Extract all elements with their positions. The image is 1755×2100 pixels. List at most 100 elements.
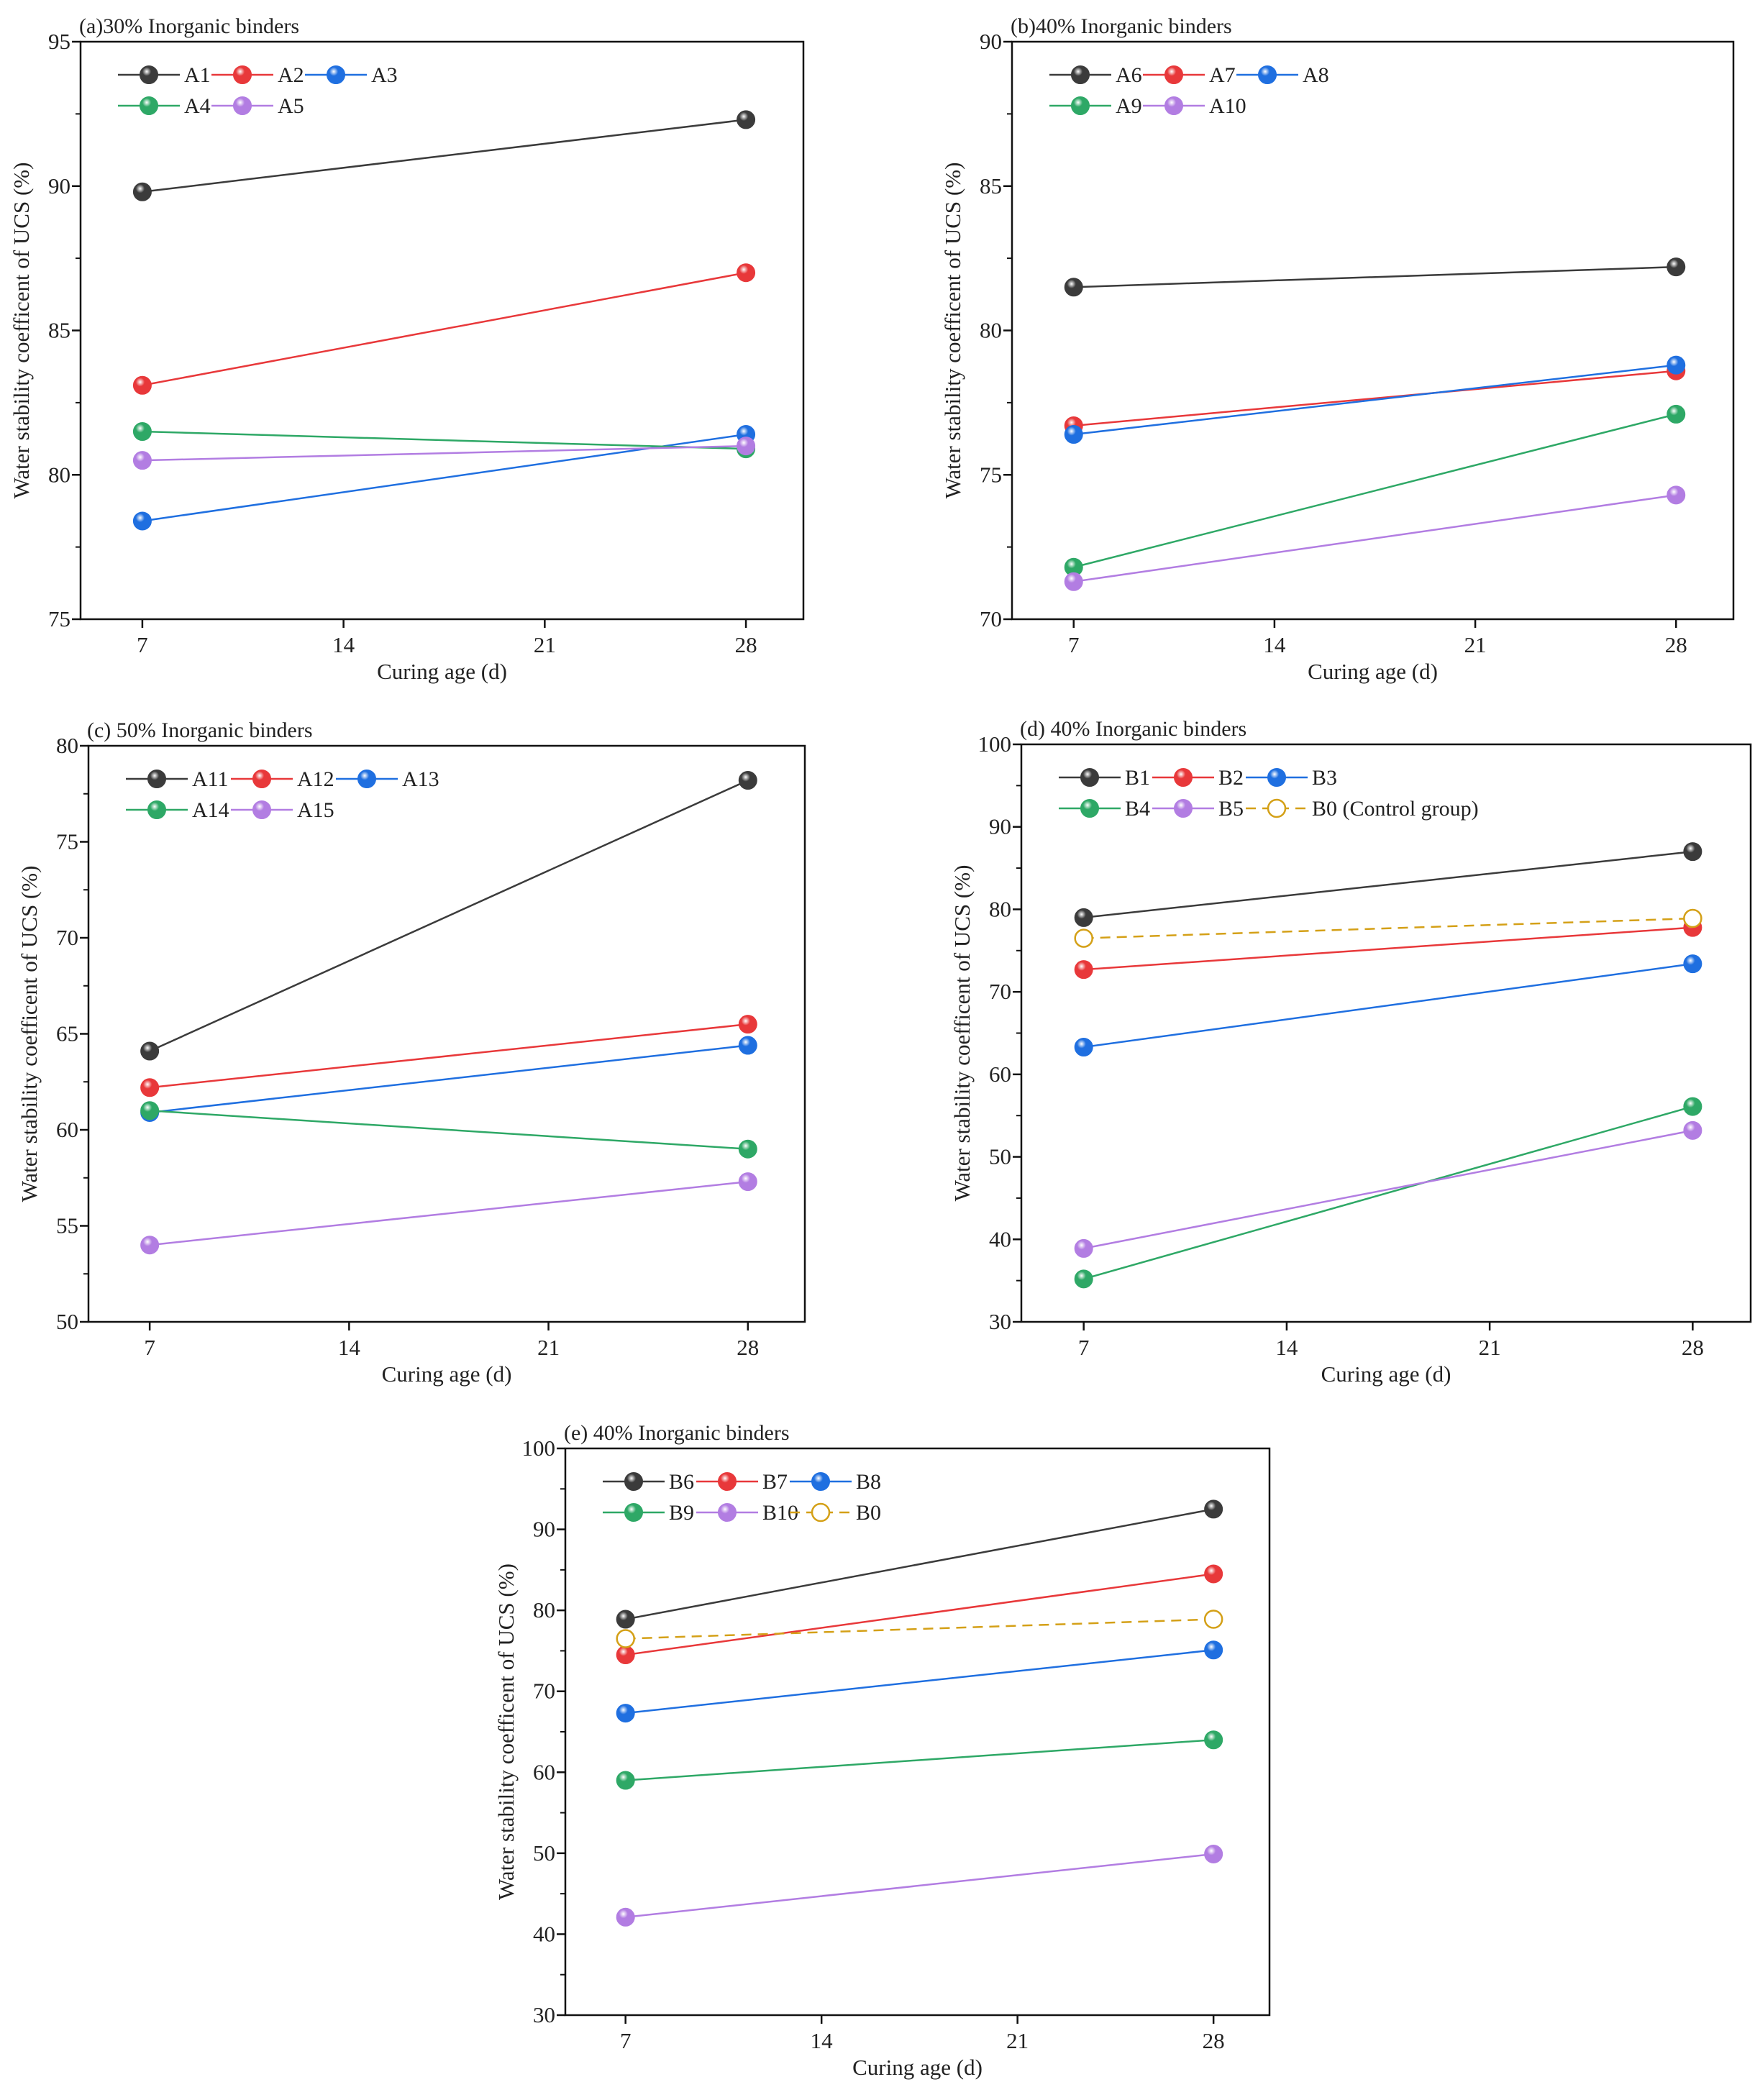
data-point <box>132 422 152 442</box>
x-tick-label: 21 <box>537 1335 560 1360</box>
x-tick-label: 14 <box>338 1335 361 1360</box>
legend: A1 A2 A3 A4 A5 <box>118 63 398 118</box>
series-b0 <box>616 1610 1223 1648</box>
series-line <box>625 1618 1214 1640</box>
x-axis-label: Curing age (d) <box>852 2055 983 2080</box>
y-tick-label: 90 <box>48 173 70 198</box>
series-line <box>149 779 749 1052</box>
legend-marker <box>811 1502 831 1522</box>
y-tick-label: 100 <box>978 731 1012 757</box>
legend-item: B4 <box>1059 797 1150 821</box>
panel-e: (e) 40% Inorganic binders 30 40 50 60 70 80 90 1… <box>493 1421 1271 2080</box>
y-tick-label: 80 <box>989 896 1011 921</box>
data-point <box>140 1101 160 1120</box>
legend-marker <box>624 1472 643 1491</box>
data-point <box>738 1139 757 1159</box>
x-tick-label: 21 <box>534 632 556 657</box>
y-tick-label: 30 <box>989 1309 1011 1334</box>
panel-title: (c) 50% Inorganic binders <box>87 718 313 742</box>
legend-label: B5 <box>1218 797 1244 821</box>
y-tick-label: 80 <box>56 733 78 758</box>
data-point <box>140 1041 160 1061</box>
data-point <box>1667 404 1686 424</box>
data-point <box>1683 954 1702 974</box>
series-line <box>1083 926 1693 971</box>
data-point <box>738 1015 757 1034</box>
legend-marker <box>327 65 345 84</box>
data-point <box>140 1236 160 1255</box>
series-line <box>150 1110 748 1150</box>
x-tick-label: 14 <box>811 2028 834 2053</box>
series-a10 <box>1064 485 1686 591</box>
legend-marker <box>1071 96 1090 115</box>
data-point <box>1667 257 1686 277</box>
y-tick-label: 50 <box>56 1309 78 1334</box>
data-point <box>1074 1269 1093 1289</box>
legend-label: B4 <box>1125 797 1150 821</box>
y-tick-label: 60 <box>989 1062 1011 1087</box>
y-axis-label: Water stability coefficent of UCS (%) <box>9 163 34 499</box>
series-line <box>1073 370 1677 427</box>
series-b8 <box>616 1640 1223 1723</box>
series-line <box>625 1508 1214 1620</box>
legend-item: A3 <box>305 63 398 87</box>
y-axis-label: Water stability coefficent of UCS (%) <box>17 866 42 1202</box>
data-point <box>1203 1610 1223 1629</box>
series-b5 <box>1074 1120 1702 1258</box>
legend-label: B3 <box>1312 766 1337 790</box>
legend-marker <box>252 800 271 819</box>
legend-item: A5 <box>211 94 304 118</box>
legend: B1 B2 B3 B4 B5 B0 (Control group) <box>1059 766 1479 821</box>
y-tick-label: 60 <box>533 1759 555 1784</box>
legend-label: B1 <box>1125 766 1150 790</box>
legend-item: A4 <box>118 94 211 118</box>
series-line <box>625 1739 1214 1781</box>
legend-item: B8 <box>790 1470 881 1494</box>
series-line <box>1083 850 1693 919</box>
legend-marker <box>252 770 271 788</box>
y-axis-label: Water stability coefficent of UCS (%) <box>493 1563 519 1900</box>
series-b3 <box>1074 954 1702 1057</box>
legend-label: A1 <box>184 63 211 87</box>
legend: A11 A12 A13 A14 A15 <box>126 767 439 822</box>
y-axis-label: Water stability coefficent of UCS (%) <box>940 163 965 499</box>
plot-frame <box>87 744 806 1323</box>
y-tick-label: 55 <box>56 1213 78 1238</box>
legend-label: A15 <box>297 798 334 822</box>
legend-marker <box>140 96 158 115</box>
series-b6 <box>616 1499 1223 1629</box>
series-a9 <box>1064 404 1686 577</box>
legend-label: A4 <box>184 94 211 118</box>
y-tick-label: 85 <box>980 173 1002 198</box>
y-tick-label: 80 <box>48 462 70 487</box>
legend-item: A10 <box>1143 94 1246 118</box>
series-line <box>1073 494 1677 583</box>
legend-label: A10 <box>1209 94 1246 118</box>
data-point <box>616 1610 635 1629</box>
plot-frame <box>79 40 805 621</box>
legend-marker <box>147 770 166 788</box>
data-point <box>616 1907 635 1927</box>
legend-label: B8 <box>856 1470 881 1494</box>
legend-item: A7 <box>1143 63 1236 87</box>
series-line <box>625 1853 1214 1919</box>
y-tick-label: 70 <box>533 1679 555 1704</box>
legend-label: B6 <box>669 1470 694 1494</box>
legend-label: A9 <box>1116 94 1142 118</box>
legend-label: A5 <box>278 94 304 118</box>
legend: B6 B7 B8 B9 B10 B0 <box>603 1470 881 1525</box>
panel-title: (d) 40% Inorganic binders <box>1020 717 1246 741</box>
series-a7 <box>1064 361 1686 435</box>
series-a11 <box>140 771 757 1061</box>
legend-marker <box>233 96 252 115</box>
x-tick-label: 14 <box>332 632 355 657</box>
x-tick-label: 7 <box>144 1335 155 1360</box>
y-tick-label: 70 <box>989 979 1011 1004</box>
data-point <box>1204 1844 1223 1863</box>
legend-item: A6 <box>1049 63 1142 87</box>
legend-label: A11 <box>192 767 229 791</box>
legend-item: A2 <box>211 63 304 87</box>
y-tick-label: 90 <box>533 1517 555 1542</box>
y-tick-label: 50 <box>533 1840 555 1866</box>
y-tick-label: 30 <box>533 2002 555 2027</box>
